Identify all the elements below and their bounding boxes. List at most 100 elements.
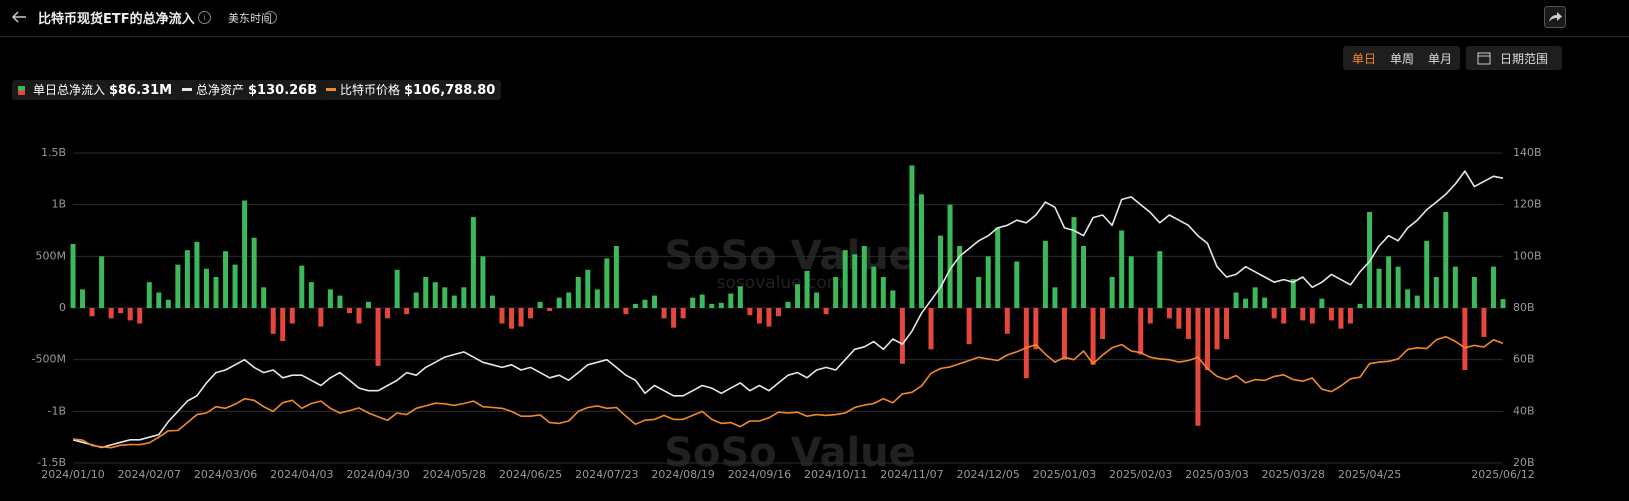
bar: [1319, 298, 1325, 308]
bar: [1338, 308, 1344, 329]
legend-item[interactable]: 单日总净流入 $86.31M: [12, 80, 179, 100]
x-tick-label: 2024/07/23: [575, 468, 638, 481]
y2-tick-label: 40B: [1513, 404, 1535, 417]
legend-swatch: [18, 86, 25, 95]
line: [72, 170, 1504, 449]
bar: [1071, 217, 1077, 308]
bar: [1281, 308, 1287, 324]
x-tick-label: 2024/09/16: [728, 468, 791, 481]
x-tick-label: 2024/12/05: [956, 468, 1019, 481]
period-button[interactable]: 单日: [1352, 52, 1377, 66]
bar: [566, 292, 572, 308]
bar: [1185, 308, 1191, 339]
bar: [671, 308, 677, 328]
x-tick-label: 2025/02/03: [1109, 468, 1172, 481]
bar: [957, 246, 963, 308]
legend-value: $130.26B: [248, 83, 318, 98]
bar: [880, 277, 886, 308]
bar: [1471, 277, 1477, 308]
y2-tick-label: 140B: [1513, 146, 1542, 159]
y2-tick-label: 120B: [1513, 198, 1542, 211]
bar: [1386, 256, 1392, 308]
calendar-icon: [1477, 52, 1491, 65]
bar: [604, 258, 610, 308]
legend-value: $106,788.80: [404, 83, 496, 98]
y-tick-label: 1.5B: [41, 146, 66, 159]
bar: [814, 292, 820, 308]
bar: [327, 289, 333, 308]
bar: [499, 308, 505, 324]
bar: [289, 308, 295, 324]
y-tick-label: 0: [59, 301, 66, 314]
y2-tick-label: 20B: [1513, 456, 1535, 469]
bar: [795, 284, 801, 308]
bar: [480, 256, 486, 308]
bar: [680, 308, 686, 319]
bar: [70, 243, 76, 308]
bar: [270, 308, 276, 334]
bar: [1014, 261, 1020, 308]
bar: [1109, 277, 1115, 308]
bar: [632, 303, 638, 308]
bar: [833, 277, 839, 308]
share-button[interactable]: [1544, 6, 1566, 28]
bar: [356, 308, 362, 324]
bar: [337, 295, 343, 308]
bar: [203, 268, 209, 308]
bar: [1443, 211, 1449, 308]
bar: [1042, 240, 1048, 308]
bar: [766, 308, 772, 327]
bar: [585, 269, 591, 308]
watermark: SoSo Value: [664, 430, 916, 476]
info-icon[interactable]: i: [198, 11, 211, 24]
bar: [1481, 308, 1487, 337]
period-button[interactable]: 单周: [1390, 52, 1415, 66]
bar: [80, 289, 86, 308]
legend-item[interactable]: 总净资产 $130.26B: [176, 80, 324, 100]
period-button[interactable]: 单月: [1428, 52, 1453, 66]
bar: [232, 264, 238, 308]
back-button[interactable]: [10, 9, 28, 25]
bar: [899, 308, 905, 364]
bar: [127, 308, 133, 321]
info-icon[interactable]: i: [264, 11, 277, 24]
bar: [966, 308, 972, 345]
bar: [280, 308, 286, 342]
bar: [1309, 308, 1315, 324]
x-tick-label: 2024/10/11: [804, 468, 867, 481]
y2-tick-label: 60B: [1513, 353, 1535, 366]
bar: [528, 308, 534, 319]
date-range-button[interactable]: [1466, 46, 1562, 70]
x-tick-label: 2025/03/28: [1262, 468, 1325, 481]
y2-tick-label: 100B: [1513, 249, 1542, 262]
bar: [1414, 295, 1420, 308]
bar: [737, 286, 743, 308]
bar: [1147, 308, 1153, 324]
bar: [251, 237, 257, 308]
x-tick-label: 2024/04/03: [270, 468, 333, 481]
bar: [1100, 308, 1106, 339]
bar: [1376, 268, 1382, 308]
bar: [823, 308, 829, 315]
bar: [1357, 303, 1363, 308]
bar: [613, 246, 619, 308]
bar: [194, 241, 200, 308]
legend-value: $86.31M: [109, 83, 173, 98]
x-tick-label: 2024/06/25: [499, 468, 562, 481]
bar: [985, 256, 991, 308]
bar: [413, 292, 419, 308]
bar: [652, 295, 658, 308]
period-group: [1343, 46, 1460, 70]
legend-swatch: [182, 88, 192, 91]
bar: [213, 277, 219, 308]
bar: [1176, 308, 1182, 329]
bar: [890, 290, 896, 308]
bar: [1490, 266, 1496, 308]
bar: [804, 270, 810, 308]
bar: [1004, 308, 1010, 334]
legend-label: 比特币价格: [340, 83, 401, 97]
bar: [594, 289, 600, 308]
legend-item[interactable]: 比特币价格 $106,788.80: [320, 80, 502, 100]
bar: [1157, 251, 1163, 308]
